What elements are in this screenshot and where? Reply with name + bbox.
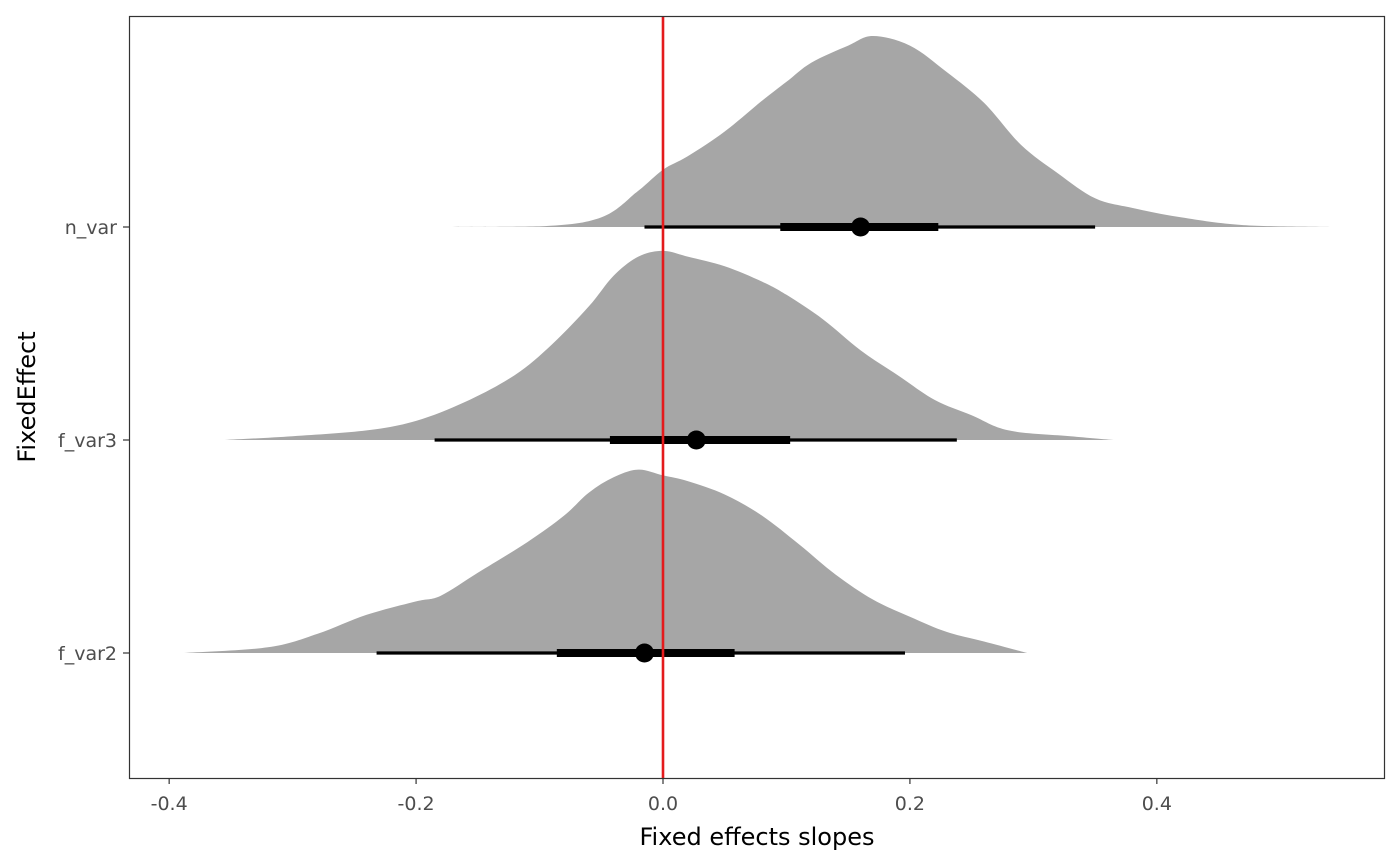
x-tick-label: 0.0 — [648, 793, 678, 815]
density-layer — [184, 36, 1330, 653]
y-axis-title: FixedEffect — [13, 331, 41, 462]
y-tick-label: n_var — [65, 217, 117, 239]
density-f_var2 — [184, 469, 1028, 653]
density-n_var — [416, 36, 1330, 227]
density-f_var3 — [224, 250, 1114, 440]
plot-border — [128, 15, 1386, 780]
y-tick-label: f_var2 — [58, 643, 117, 665]
x-axis: -0.4 -0.2 0.0 0.2 0.4 — [151, 778, 1172, 815]
median-point-n_var — [851, 217, 871, 237]
x-tick-label: 0.2 — [895, 793, 925, 815]
x-tick-label: -0.4 — [151, 793, 188, 815]
x-axis-title: Fixed effects slopes — [640, 823, 875, 851]
interval-layer — [376, 217, 1096, 663]
x-tick-label: 0.4 — [1142, 793, 1172, 815]
median-point-f_var3 — [686, 430, 706, 450]
median-point-f_var2 — [634, 643, 654, 663]
x-tick-label: -0.2 — [398, 793, 435, 815]
y-tick-label: f_var3 — [58, 430, 117, 452]
y-axis: n_var f_var3 f_var2 — [58, 217, 129, 665]
